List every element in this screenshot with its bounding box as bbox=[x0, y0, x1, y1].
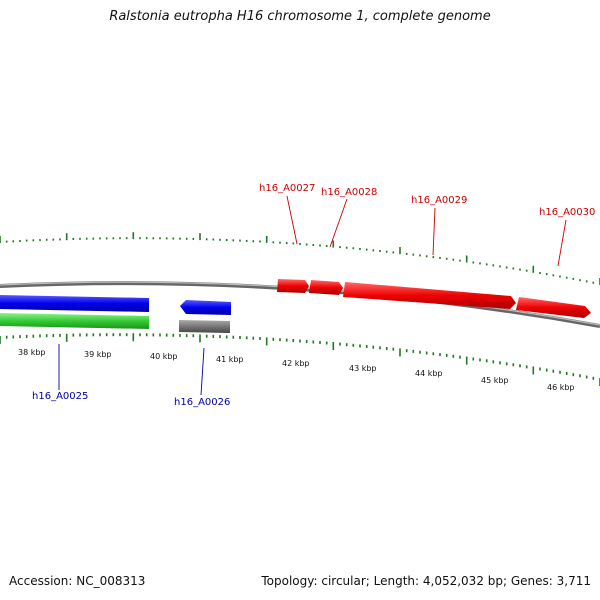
accession-text: Accession: NC_008313 bbox=[9, 574, 146, 588]
leader-h16-a0029 bbox=[432, 207, 436, 256]
scale-label-43: 43 kbp bbox=[349, 364, 377, 373]
scale-label-45: 45 kbp bbox=[481, 376, 509, 385]
scale-label-40: 40 kbp bbox=[150, 352, 178, 361]
leader-h16-a0027 bbox=[286, 195, 298, 245]
scale-label-46: 46 kbp bbox=[547, 383, 575, 392]
scale-label-41: 41 kbp bbox=[216, 355, 244, 364]
gene-label-h16-a0029: h16_A0029 bbox=[411, 195, 467, 206]
gene-h16-a0027-arrow bbox=[277, 279, 309, 293]
scale-label-38: 38 kbp bbox=[18, 348, 46, 357]
gene-label-h16-a0028: h16_A0028 bbox=[321, 187, 377, 198]
scale-label-42: 42 kbp bbox=[282, 359, 310, 368]
gene-label-h16-a0025: h16_A0025 bbox=[32, 391, 88, 402]
leader-h16-a0026 bbox=[200, 347, 205, 396]
gene-label-h16-a0027: h16_A0027 bbox=[259, 183, 315, 194]
gene-h16-a0028-arrow bbox=[309, 280, 343, 295]
scale-label-44: 44 kbp bbox=[415, 369, 443, 378]
outer-tick-ring bbox=[0, 232, 600, 285]
gene-label-h16-a0026: h16_A0026 bbox=[174, 397, 230, 408]
gene-h16-a0025-arrow bbox=[0, 295, 149, 312]
cds-feature-green bbox=[0, 313, 149, 329]
inner-tick-ring bbox=[0, 333, 600, 386]
leader-h16-a0030 bbox=[557, 219, 567, 267]
map-title: Ralstonia eutropha H16 chromosome 1, com… bbox=[109, 9, 491, 24]
gene-label-h16-a0030: h16_A0030 bbox=[539, 207, 595, 218]
gene-h16-a0029-arrow bbox=[343, 282, 516, 309]
gene-h16-a0026-arrow bbox=[180, 300, 231, 315]
genome-stats-text: Topology: circular; Length: 4,052,032 bp… bbox=[261, 574, 591, 588]
scale-label-39: 39 kbp bbox=[84, 350, 112, 359]
feature-grey bbox=[179, 320, 230, 333]
gene-h16-a0030-arrow bbox=[516, 297, 591, 318]
leader-h16-a0028 bbox=[329, 198, 348, 248]
